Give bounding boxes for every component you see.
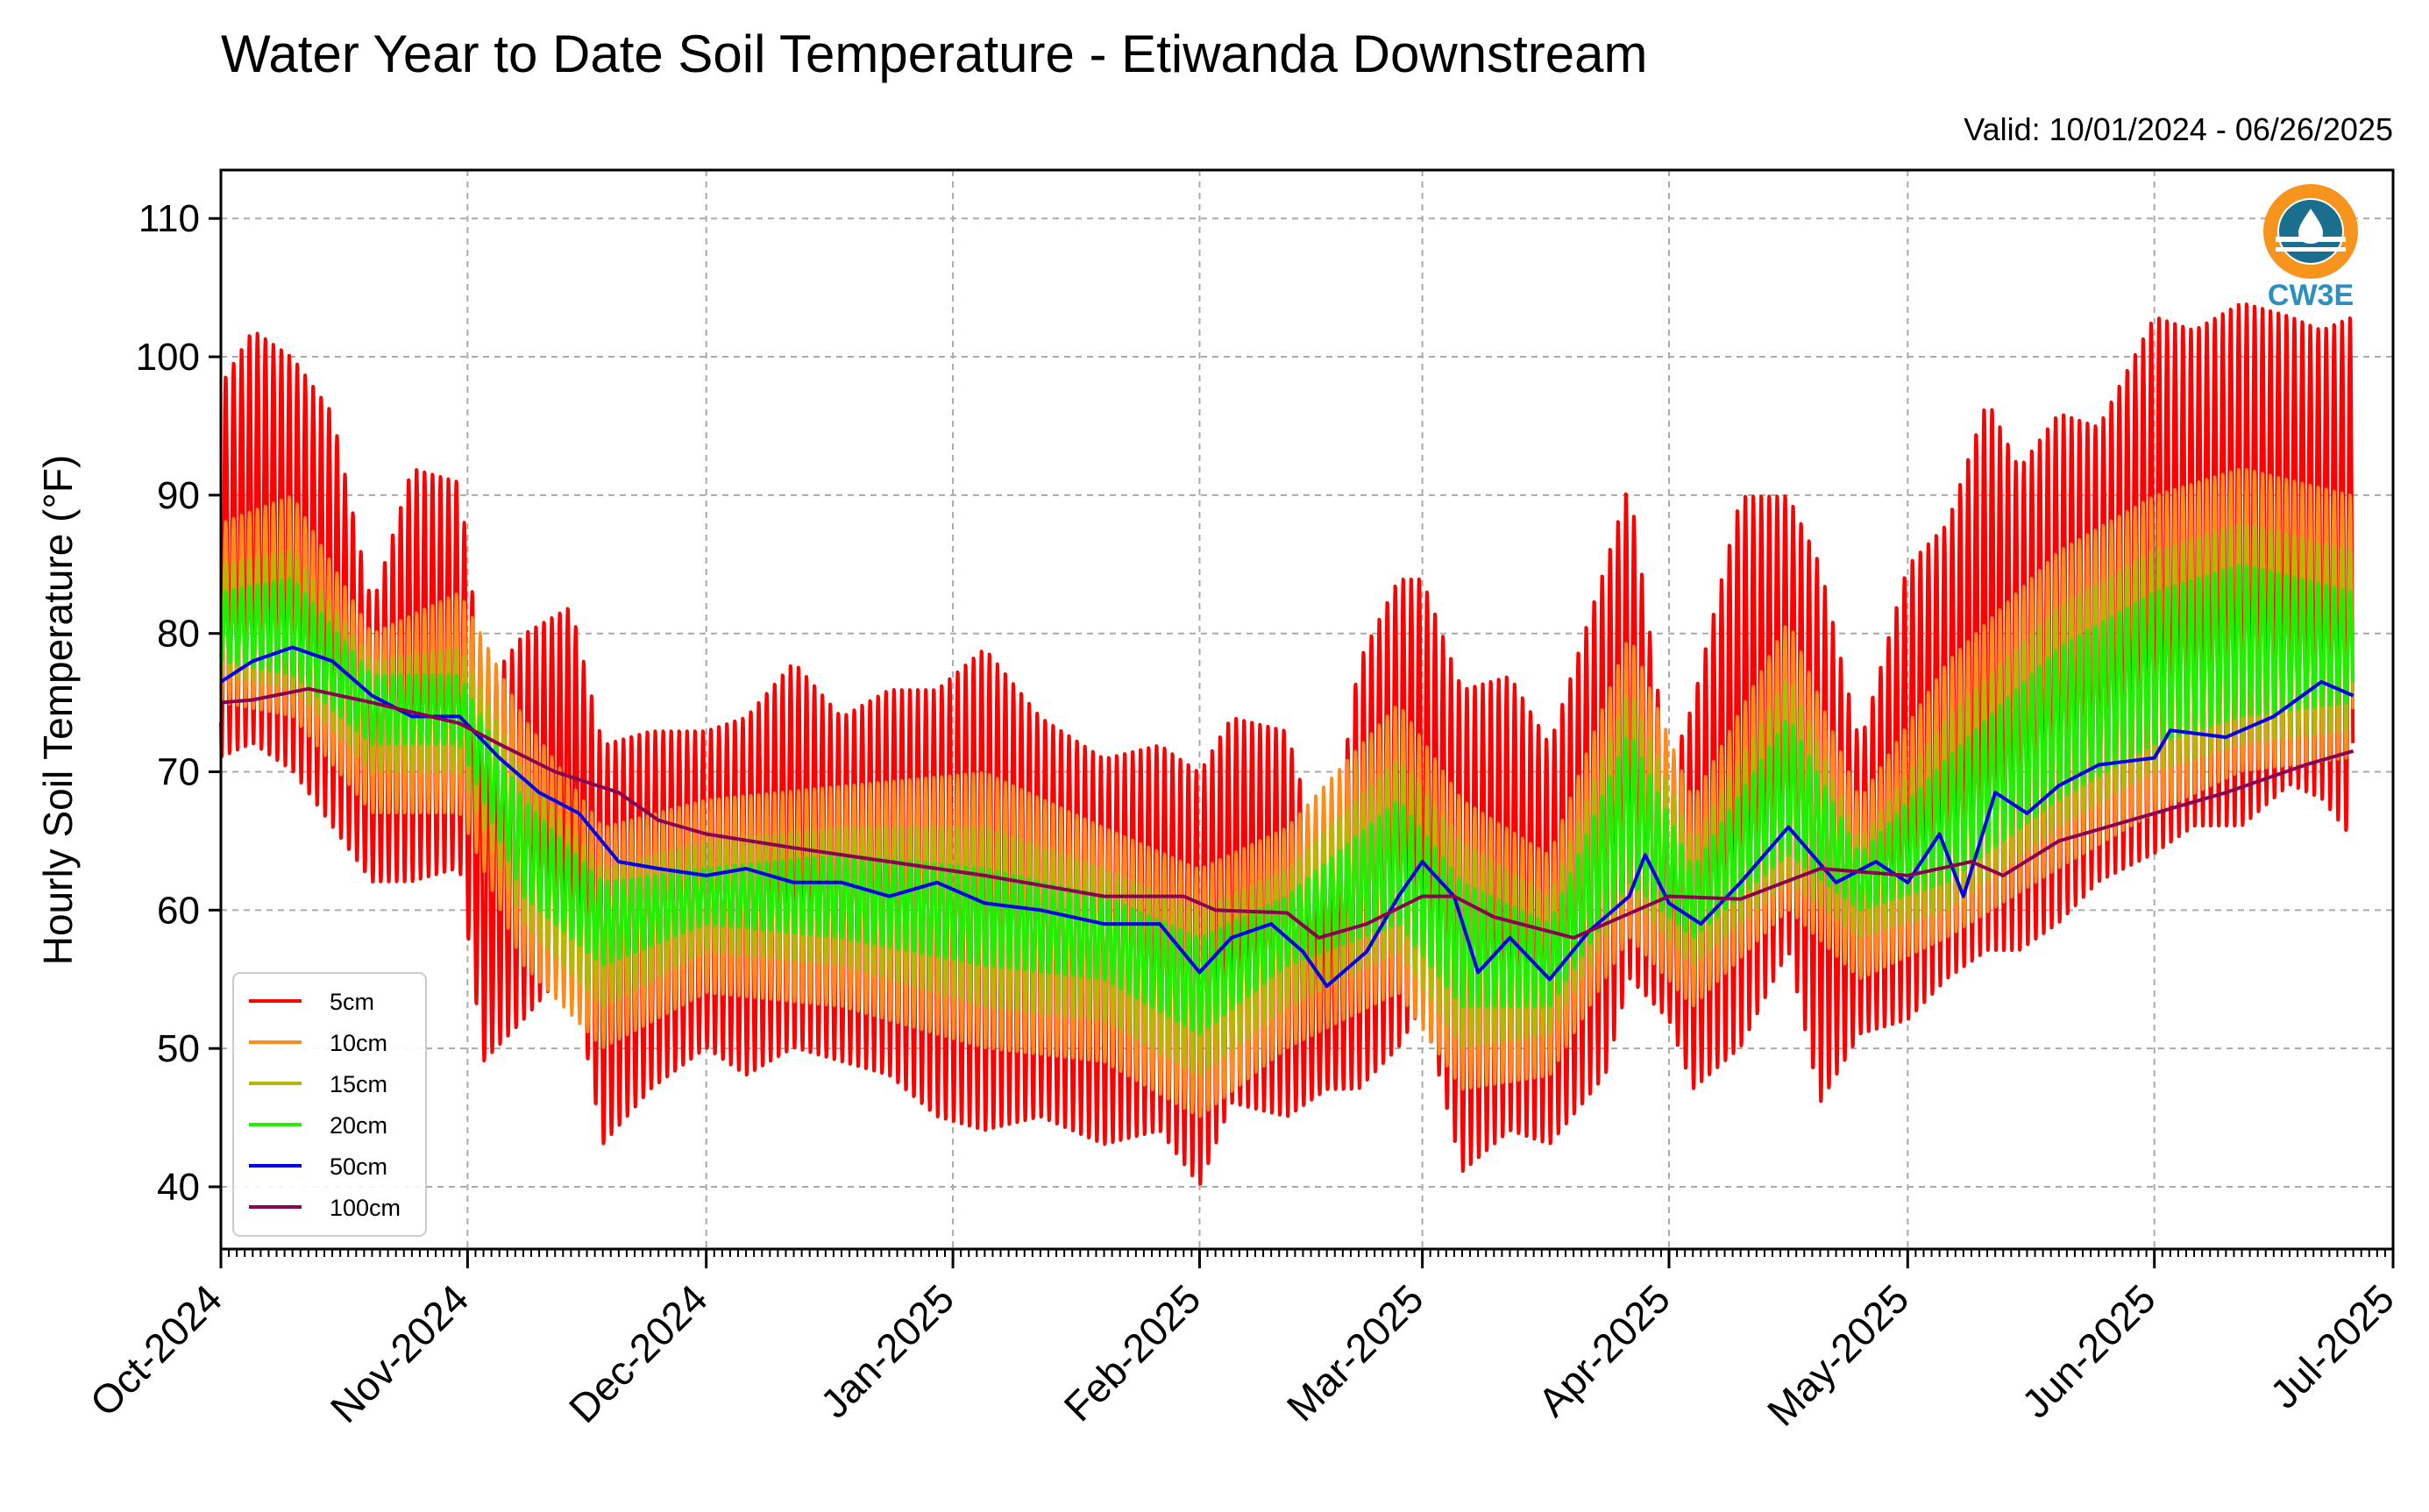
y-tick-label: 110 xyxy=(138,197,200,240)
legend-label-10cm: 10cm xyxy=(330,1030,387,1056)
legend: 5cm 10cm 15cm 20cm 50cm 100cm xyxy=(232,972,427,1237)
y-tick-label: 50 xyxy=(157,1027,200,1070)
series-line-100cm xyxy=(220,686,2354,940)
drop-icon xyxy=(2298,209,2323,244)
logo-text: CW3E xyxy=(2268,279,2354,312)
cw3e-logo: CW3E xyxy=(2263,184,2358,312)
y-tick-label: 40 xyxy=(157,1166,200,1209)
y-tick-label: 60 xyxy=(157,889,200,932)
legend-label-15cm: 15cm xyxy=(330,1071,387,1097)
temperature-bands xyxy=(219,302,2355,1186)
legend-box xyxy=(232,972,427,1237)
chart-subtitle: Valid: 10/01/2024 - 06/26/2025 xyxy=(1964,111,2393,147)
series-line-50cm xyxy=(219,645,2354,989)
series-line-20cm xyxy=(219,564,2355,1036)
y-tick-label: 90 xyxy=(157,474,200,517)
legend-label-5cm: 5cm xyxy=(330,989,374,1015)
y-axis-label: Hourly Soil Temperature (°F) xyxy=(35,455,81,966)
logo-ring xyxy=(2263,184,2358,279)
y-tick-label: 100 xyxy=(136,336,200,379)
y-tick-label: 70 xyxy=(157,751,200,794)
plot-frame xyxy=(219,168,2395,1251)
y-axis: 40 50 60 70 80 90 100 110 xyxy=(136,197,221,1209)
chart-title: Water Year to Date Soil Temperature - Et… xyxy=(221,25,1647,83)
legend-label-100cm: 100cm xyxy=(330,1195,401,1221)
legend-label-20cm: 20cm xyxy=(330,1112,387,1139)
temperature-lines xyxy=(219,645,2354,989)
y-tick-label: 80 xyxy=(157,613,200,656)
legend-label-50cm: 50cm xyxy=(330,1154,387,1180)
logo-waves-2 xyxy=(2276,247,2346,252)
